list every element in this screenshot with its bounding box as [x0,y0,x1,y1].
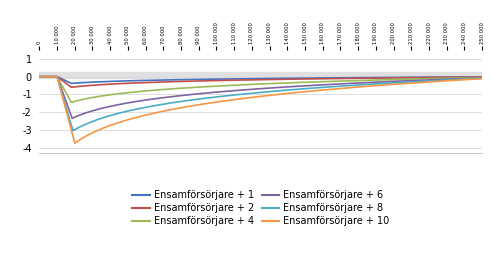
Legend: Ensamförsörjare + 1, Ensamförsörjare + 2, Ensamförsörjare + 4, Ensamförsörjare +: Ensamförsörjare + 1, Ensamförsörjare + 2… [128,187,393,230]
Bar [39,72,482,78]
